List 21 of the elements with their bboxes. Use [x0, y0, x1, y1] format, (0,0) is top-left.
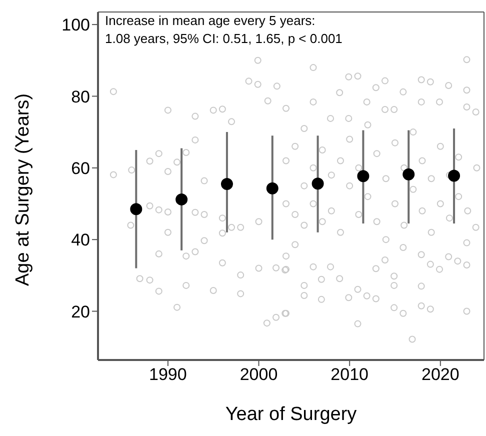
- point: [448, 170, 460, 182]
- annotation: Increase in mean age every 5 years:: [105, 12, 316, 30]
- point: [266, 182, 278, 194]
- x-tick-label: 2020: [421, 365, 460, 384]
- y-tick-label: 40: [71, 230, 90, 250]
- point: [220, 178, 233, 190]
- annotation: 1.08 years, 95% CI: 0.51, 1.65, p < 0.001: [105, 30, 342, 48]
- y-tick-label: 20: [71, 302, 90, 322]
- y-tick-label: 100: [62, 16, 90, 35]
- y-tick-label: 80: [71, 87, 90, 106]
- point: [357, 170, 370, 182]
- y-tick-label: 60: [71, 158, 90, 178]
- point: [402, 168, 415, 180]
- x-tick-label: 1990: [149, 365, 187, 384]
- x-tick-label: 2000: [240, 365, 278, 384]
- point: [176, 193, 188, 206]
- point: [312, 178, 324, 190]
- x-tick-label: 2010: [330, 365, 368, 384]
- point: [130, 203, 142, 216]
- x-axis-title: Year of Surgery: [225, 404, 358, 425]
- y-axis-title: Age at Surgery (Years): [12, 93, 34, 286]
